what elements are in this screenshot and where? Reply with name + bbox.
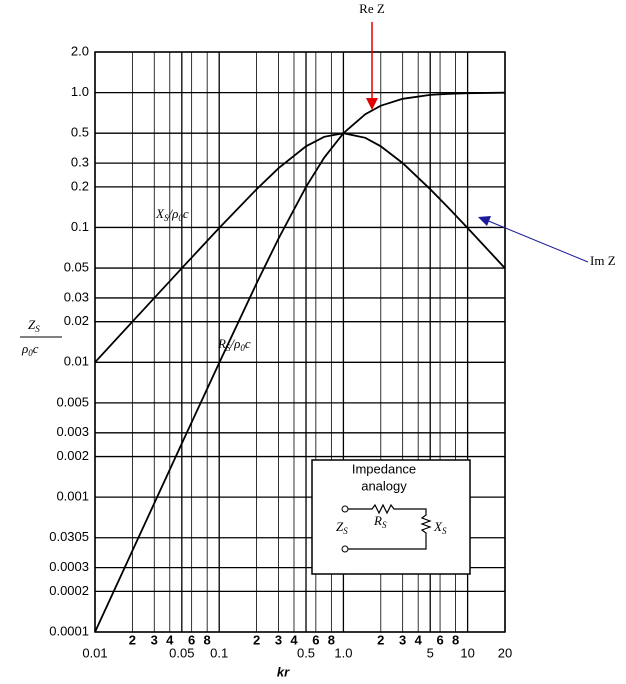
y-tick-label: 0.3 — [71, 155, 89, 170]
y-tick-label: 0.05 — [64, 259, 89, 274]
curve-label-part: c — [245, 336, 251, 351]
y-tick-label: 0.02 — [64, 313, 89, 328]
x-minor-tick-label: 4 — [415, 632, 423, 647]
curve — [94, 132, 506, 363]
y-tick-label: 0.005 — [56, 394, 89, 409]
x-minor-tick-label: 6 — [436, 632, 443, 647]
x-minor-tick-label: 3 — [399, 632, 406, 647]
x-tick-label: 5 — [427, 645, 434, 660]
y-axis-label-part: ρ — [21, 341, 28, 356]
inset-label-part: S — [442, 526, 447, 536]
y-tick-label: 1.0 — [71, 84, 89, 99]
x-minor-tick-label: 4 — [290, 632, 298, 647]
curve — [94, 91, 506, 633]
x-minor-tick-label: 4 — [166, 632, 174, 647]
inset-label-part: S — [382, 520, 387, 530]
circuit — [348, 503, 432, 550]
x-tick-label: 1.0 — [334, 645, 352, 660]
y-tick-label: 0.002 — [56, 448, 89, 463]
x-minor-tick-label: 6 — [312, 632, 319, 647]
inset-label: ZS — [336, 519, 348, 536]
y-tick-label: 0.1 — [71, 219, 89, 234]
x-tick-label: 0.1 — [210, 645, 228, 660]
y-tick-label: 0.0001 — [49, 623, 89, 638]
x-tick-label: 0.01 — [82, 645, 107, 660]
y-tick-label: 0.001 — [56, 489, 89, 504]
curve-label-part: X — [155, 206, 165, 221]
y-axis-label-part: Z — [28, 317, 36, 332]
annotation-arrow — [485, 219, 589, 263]
x-tick-label: 0.5 — [297, 645, 315, 660]
arrowhead — [366, 98, 378, 110]
y-tick-label: 2.0 — [71, 43, 89, 58]
curve-label-part: 0 — [240, 343, 245, 353]
x-axis-label: kr — [277, 664, 290, 679]
x-tick-label: 20 — [498, 645, 512, 660]
inset-title: Impedance — [352, 461, 416, 476]
y-axis-label-part: c — [33, 341, 39, 356]
curve-label-part: c — [183, 206, 189, 221]
x-minor-tick-label: 2 — [377, 632, 384, 647]
curve-label-part: S — [226, 343, 231, 353]
y-axis-label: ρ0c — [21, 341, 39, 358]
y-tick-label: 0.01 — [64, 354, 89, 369]
x-tick-label: 0.05 — [169, 645, 194, 660]
y-tick-label: 0.003 — [56, 424, 89, 439]
annotation: Im Z — [590, 253, 616, 268]
inset-label-part: X — [433, 519, 443, 534]
x-minor-tick-label: 3 — [151, 632, 158, 647]
x-minor-tick-label: 8 — [328, 632, 335, 647]
curve-label: RS/ρ0c — [217, 336, 251, 353]
x-minor-tick-label: 3 — [275, 632, 282, 647]
y-axis-label: ZS — [28, 317, 40, 334]
inset-label-part: Z — [336, 519, 344, 534]
inset-title: analogy — [361, 478, 407, 493]
x-minor-tick-label: 2 — [253, 632, 260, 647]
inset-label: XS — [433, 519, 447, 536]
x-minor-tick-label: 8 — [452, 632, 459, 647]
y-axis-label-part: S — [35, 324, 40, 334]
x-minor-tick-label: 2 — [129, 632, 136, 647]
annotation: Re Z — [359, 1, 385, 16]
curve-label-part: /ρ — [229, 336, 240, 351]
y-tick-label: 0.5 — [71, 125, 89, 140]
inset-label-part: R — [373, 513, 382, 528]
x-tick-label: 10 — [460, 645, 474, 660]
inset-label: RS — [373, 513, 387, 530]
curve-label-part: /ρ — [167, 206, 178, 221]
x-minor-tick-label: 6 — [188, 632, 195, 647]
y-tick-label: 0.0002 — [49, 583, 89, 598]
y-tick-label: 0.03 — [64, 289, 89, 304]
x-minor-tick-label: 8 — [204, 632, 211, 647]
y-axis-label-part: 0 — [28, 348, 33, 358]
curve-label-part: R — [217, 336, 226, 351]
curve-label-part: S — [164, 213, 169, 223]
y-tick-label: 0.0003 — [49, 559, 89, 574]
terminal — [341, 505, 349, 513]
inset-label-part: S — [343, 526, 348, 536]
curve-label-part: 0 — [178, 213, 183, 223]
arrowhead — [478, 216, 491, 226]
y-tick-label: 0.2 — [71, 178, 89, 193]
inset-box — [311, 459, 471, 575]
terminal — [341, 545, 349, 553]
y-tick-label: 0.0305 — [49, 529, 89, 544]
curve-label: XS/ρ0c — [155, 206, 189, 223]
